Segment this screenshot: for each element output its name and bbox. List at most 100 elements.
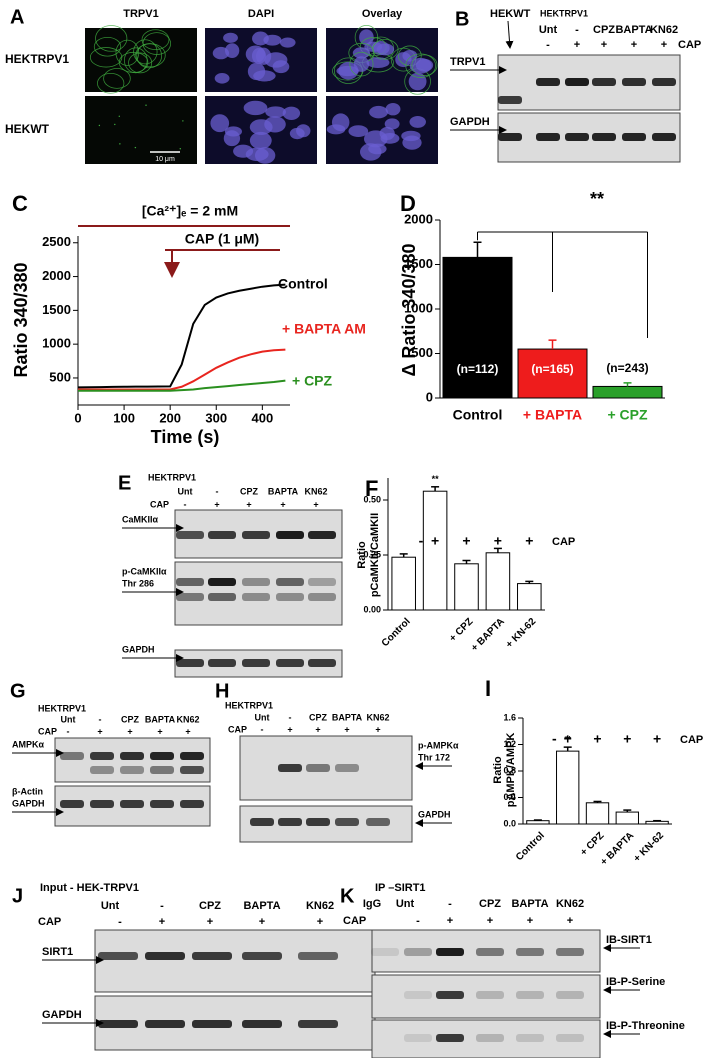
band (622, 78, 646, 86)
membrane (405, 53, 437, 78)
band-label: β-Actin (12, 786, 43, 796)
lane-label: KN62 (650, 24, 678, 36)
nucleus (224, 43, 240, 58)
nucleus (385, 102, 401, 116)
lane-label: - (575, 24, 579, 36)
y-axis-title: Δ Ratio 340/380 (399, 243, 419, 376)
nucleus (352, 47, 371, 59)
lane-label: KN62 (556, 898, 584, 910)
nucleus (289, 127, 305, 140)
band (208, 593, 236, 601)
column-header: DAPI (248, 8, 274, 20)
group-label: HEKTRPV1 (225, 700, 273, 710)
treatment-label: CAP (150, 499, 169, 509)
series-label: Control (278, 276, 328, 292)
band-label: SIRT1 (42, 946, 73, 958)
y-tick-label: 2000 (404, 211, 433, 226)
nucleus (243, 100, 268, 116)
y-tick-label: 0.4 (503, 792, 516, 802)
group-label: HEKTRPV1 (540, 8, 588, 18)
nucleus (282, 106, 301, 120)
band (250, 818, 274, 826)
x-tick-label: + CPZ (447, 616, 475, 644)
treatment-sign: + (127, 726, 132, 736)
panel-letter: C (12, 191, 28, 216)
y-axis-title: pAMPK/AMPK (505, 733, 517, 808)
band-label: IB-P-Serine (606, 976, 665, 988)
annotation: CAP (1 μM) (185, 231, 259, 247)
band (565, 133, 589, 141)
band (308, 659, 336, 667)
x-tick-label: Control (453, 407, 503, 423)
band (556, 991, 584, 999)
x-tick-label: + BAPTA (523, 407, 582, 423)
lane-label: KN62 (366, 712, 389, 722)
bar (585, 802, 610, 825)
annotation: [Ca²⁺]ₑ = 2 mM (142, 203, 238, 219)
speck (119, 143, 121, 145)
panel-letter: K (340, 885, 355, 907)
band (516, 991, 544, 999)
bar (391, 556, 416, 611)
band (90, 800, 114, 808)
y-tick-label: 0 (426, 389, 433, 404)
membrane (93, 36, 122, 57)
treatment-label: CAP (343, 915, 366, 927)
treatment-sign: + (317, 916, 323, 928)
band (180, 752, 204, 760)
y-axis-title: Ratio (356, 541, 368, 569)
membrane (89, 47, 123, 68)
lane-label: CPZ (121, 714, 140, 724)
nucleus (384, 118, 400, 130)
band-label: Thr 286 (122, 578, 154, 588)
band (308, 593, 336, 601)
panel-letter: H (215, 680, 229, 702)
treatment-sign: - (552, 731, 557, 747)
panel-letter: D (400, 191, 416, 216)
band (276, 659, 304, 667)
band (308, 578, 336, 586)
band (60, 800, 84, 808)
lane-label: - (99, 714, 102, 724)
group-label: HEKTRPV1 (148, 472, 196, 482)
y-tick-label: 1.6 (503, 712, 516, 722)
band (476, 948, 504, 956)
band-label: Thr 172 (418, 752, 450, 762)
nucleus (249, 119, 273, 135)
lane-label: - (448, 898, 452, 910)
y-tick-label: 2000 (42, 268, 71, 283)
band (145, 1020, 185, 1028)
significance: ** (590, 189, 604, 209)
band (556, 948, 584, 956)
lane-label: BAPTA (511, 898, 548, 910)
lane-label: CPZ (199, 900, 221, 912)
band-label: CaMKIIα (122, 514, 159, 524)
band-label: GAPDH (450, 116, 490, 128)
treatment-label: CAP (552, 536, 575, 548)
x-tick-label: 200 (159, 410, 181, 425)
row-label: HEKWT (5, 122, 50, 136)
treatment-sign: + (246, 499, 251, 509)
band (516, 948, 544, 956)
band (176, 593, 204, 601)
band (536, 133, 560, 141)
nucleus (353, 56, 370, 72)
band (150, 766, 174, 774)
band-label: GAPDH (42, 1009, 82, 1021)
y-tick-label: 1.2 (503, 739, 516, 749)
y-tick-label: 500 (49, 369, 71, 384)
lane-label: Unt (396, 898, 415, 910)
treatment-label: CAP (38, 726, 57, 736)
band (404, 1034, 432, 1042)
membrane (103, 68, 131, 89)
treatment-sign: + (494, 533, 502, 549)
band (476, 991, 504, 999)
nucleus (212, 46, 230, 60)
band (180, 800, 204, 808)
bar-label: (n=165) (531, 362, 573, 376)
membrane (141, 29, 170, 51)
data-line (78, 379, 286, 392)
nucleus (279, 37, 296, 48)
column-header: Overlay (362, 8, 403, 20)
membrane (411, 54, 438, 76)
